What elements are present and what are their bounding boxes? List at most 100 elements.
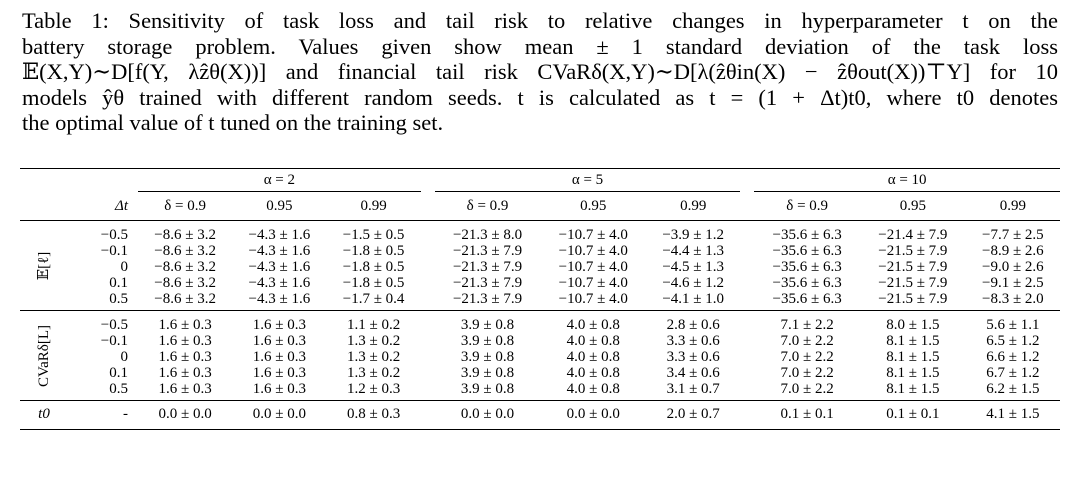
table-cell: 3.9 ± 0.8 bbox=[460, 317, 515, 333]
results-table-wrapper: α = 2 α = 5 α = 10 Δt δ = 0.9 0.95 0.99 … bbox=[20, 168, 1060, 430]
table-cell: −4.6 ± 1.2 bbox=[662, 275, 725, 291]
table-cell: 1.3 ± 0.2 bbox=[346, 365, 401, 381]
results-table: α = 2 α = 5 α = 10 Δt δ = 0.9 0.95 0.99 … bbox=[20, 168, 1060, 430]
table-cell: 1.6 ± 0.3 bbox=[158, 317, 212, 333]
table-cell: −35.6 ± 6.3 bbox=[772, 243, 842, 259]
table-cell: 1.6 ± 0.3 bbox=[252, 349, 306, 365]
table-cell: −21.5 ± 7.9 bbox=[878, 275, 948, 291]
group-label: CVaRδ[L] bbox=[36, 324, 52, 387]
table-cell: −10.7 ± 4.0 bbox=[558, 259, 628, 275]
table-cell: 1.6 ± 0.3 bbox=[158, 333, 212, 349]
t0-row: t0 - 0.0 ± 0.0 0.0 ± 0.0 0.8 ± 0.3 0.0 ± 0.0 0… bbox=[20, 400, 1060, 430]
table-cell: 6.2 ± 1.5 bbox=[986, 381, 1040, 397]
table-cell: 8.1 ± 1.5 bbox=[886, 365, 940, 381]
alpha-header: α = 5 bbox=[434, 168, 741, 192]
table-cell: 0.0 ± 0.0 bbox=[566, 406, 620, 422]
table-cell: −4.4 ± 1.3 bbox=[662, 243, 725, 259]
delta-header: 0.99 bbox=[999, 198, 1026, 214]
table-cell: −8.6 ± 3.2 bbox=[154, 227, 216, 243]
table-cell: 2.0 ± 0.7 bbox=[666, 406, 720, 422]
table-cell: −21.3 ± 7.9 bbox=[452, 259, 523, 275]
table-cell: 8.1 ± 1.5 bbox=[886, 333, 940, 349]
table-cell: 1.6 ± 0.3 bbox=[158, 381, 212, 397]
table-cell: 3.3 ± 0.6 bbox=[666, 349, 720, 365]
table-cell: 4.0 ± 0.8 bbox=[566, 317, 620, 333]
table-cell: 0.0 ± 0.0 bbox=[252, 406, 306, 422]
table-cell: 7.0 ± 2.2 bbox=[780, 333, 834, 349]
delta-t-value: −0.5 bbox=[100, 317, 128, 333]
table-cell: 3.9 ± 0.8 bbox=[460, 365, 515, 381]
delta-t-value: 0 bbox=[120, 349, 129, 365]
table-row: 0.1 1.6 ± 0.3 1.6 ± 0.3 1.3 ± 0.2 3.9 ± 0.8 4… bbox=[20, 365, 1060, 381]
table-cell: 0.1 ± 0.1 bbox=[780, 406, 834, 422]
table-cell: 1.3 ± 0.2 bbox=[346, 349, 401, 365]
table-caption: Table 1: Sensitivity of task loss and ta… bbox=[22, 8, 1058, 136]
delta-t-value: - bbox=[123, 406, 128, 422]
table-cell: −35.6 ± 6.3 bbox=[772, 259, 842, 275]
table-cell: 3.9 ± 0.8 bbox=[460, 349, 515, 365]
delta-header: 0.99 bbox=[680, 198, 707, 214]
table-cell: 1.6 ± 0.3 bbox=[158, 365, 212, 381]
delta-t-value: 0.1 bbox=[109, 275, 128, 291]
table-cell: 0.0 ± 0.0 bbox=[158, 406, 212, 422]
table-cell: 1.1 ± 0.2 bbox=[346, 317, 401, 333]
table-row: 0.5 −8.6 ± 3.2 −4.3 ± 1.6 −1.7 ± 0.4 −21.3 ±… bbox=[20, 291, 1060, 311]
delta-t-value: 0 bbox=[120, 259, 129, 275]
table-cell: −9.0 ± 2.6 bbox=[981, 259, 1044, 275]
table-cell: 3.9 ± 0.8 bbox=[460, 333, 515, 349]
table-cell: −21.5 ± 7.9 bbox=[878, 259, 948, 275]
table-cell: 1.2 ± 0.3 bbox=[346, 381, 401, 397]
table-row: −0.1 −8.6 ± 3.2 −4.3 ± 1.6 −1.8 ± 0.5 −21.3 … bbox=[20, 243, 1060, 259]
table-cell: −1.7 ± 0.4 bbox=[342, 291, 405, 307]
alpha-header: α = 10 bbox=[754, 168, 1060, 192]
table-cell: 1.6 ± 0.3 bbox=[252, 333, 306, 349]
table-cell: −21.3 ± 7.9 bbox=[452, 275, 523, 291]
group-label-cell: 𝔼[ℓ] bbox=[20, 221, 68, 311]
table-cell: 0.8 ± 0.3 bbox=[346, 406, 401, 422]
table-cell: 4.0 ± 0.8 bbox=[566, 381, 620, 397]
caption-line: 𝔼(X,Y)∼D[f(Y, λẑθ(X))] and financial tai… bbox=[22, 59, 1058, 84]
table-cell: −10.7 ± 4.0 bbox=[558, 243, 628, 259]
table-cell: −4.3 ± 1.6 bbox=[248, 227, 311, 243]
delta-t-value: 0.5 bbox=[109, 381, 128, 397]
group-label: 𝔼[ℓ] bbox=[36, 251, 52, 280]
table-cell: −10.7 ± 4.0 bbox=[558, 227, 628, 243]
table-cell: −1.8 ± 0.5 bbox=[342, 275, 405, 291]
delta-header-row: Δt δ = 0.9 0.95 0.99 δ = 0.9 0.95 0.99 δ… bbox=[20, 192, 1060, 221]
delta-t-value: −0.1 bbox=[100, 333, 128, 349]
table-cell: −8.3 ± 2.0 bbox=[981, 291, 1044, 307]
table-cell: 1.6 ± 0.3 bbox=[252, 381, 306, 397]
table-cell: 1.6 ± 0.3 bbox=[158, 349, 212, 365]
table-cell: 3.4 ± 0.6 bbox=[666, 365, 720, 381]
table-cell: −8.6 ± 3.2 bbox=[154, 243, 216, 259]
table-cell: −4.3 ± 1.6 bbox=[248, 291, 311, 307]
delta-header: 0.99 bbox=[360, 198, 387, 214]
group-label-cell: CVaRδ[L] bbox=[20, 311, 68, 401]
delta-header: 0.95 bbox=[899, 198, 926, 214]
table-cell: −8.6 ± 3.2 bbox=[154, 291, 216, 307]
table-cell: 0.1 ± 0.1 bbox=[886, 406, 940, 422]
table-cell: 3.9 ± 0.8 bbox=[460, 381, 515, 397]
table-row: 𝔼[ℓ] −0.5 −8.6 ± 3.2 −4.3 ± 1.6 −1.5 ± 0.5 −2… bbox=[20, 220, 1060, 280]
alpha-header: α = 2 bbox=[138, 168, 421, 192]
table-cell: 2.8 ± 0.6 bbox=[666, 317, 720, 333]
table-cell: −21.3 ± 7.9 bbox=[452, 291, 523, 307]
table-cell: −4.1 ± 1.0 bbox=[662, 291, 725, 307]
table-cell: −21.3 ± 8.0 bbox=[452, 227, 523, 243]
table-cell: 0.0 ± 0.0 bbox=[460, 406, 515, 422]
table-cell: −35.6 ± 6.3 bbox=[772, 275, 842, 291]
table-cell: 4.0 ± 0.8 bbox=[566, 365, 620, 381]
table-cell: −9.1 ± 2.5 bbox=[981, 275, 1044, 291]
table-row: 0.1 −8.6 ± 3.2 −4.3 ± 1.6 −1.8 ± 0.5 −21.3 ±… bbox=[20, 275, 1060, 291]
table-cell: −10.7 ± 4.0 bbox=[558, 275, 628, 291]
table-cell: 7.0 ± 2.2 bbox=[780, 381, 834, 397]
table-cell: −1.5 ± 0.5 bbox=[342, 227, 405, 243]
caption-line: models ŷθ trained with different random … bbox=[22, 84, 1058, 110]
alpha-header-row: α = 2 α = 5 α = 10 bbox=[20, 168, 1060, 192]
delta-t-value: 0.1 bbox=[109, 365, 128, 381]
table-cell: −8.6 ± 3.2 bbox=[154, 275, 216, 291]
delta-header: δ = 0.9 bbox=[786, 198, 829, 214]
table-cell: −8.9 ± 2.6 bbox=[981, 243, 1044, 259]
table-cell: 1.6 ± 0.3 bbox=[252, 317, 306, 333]
